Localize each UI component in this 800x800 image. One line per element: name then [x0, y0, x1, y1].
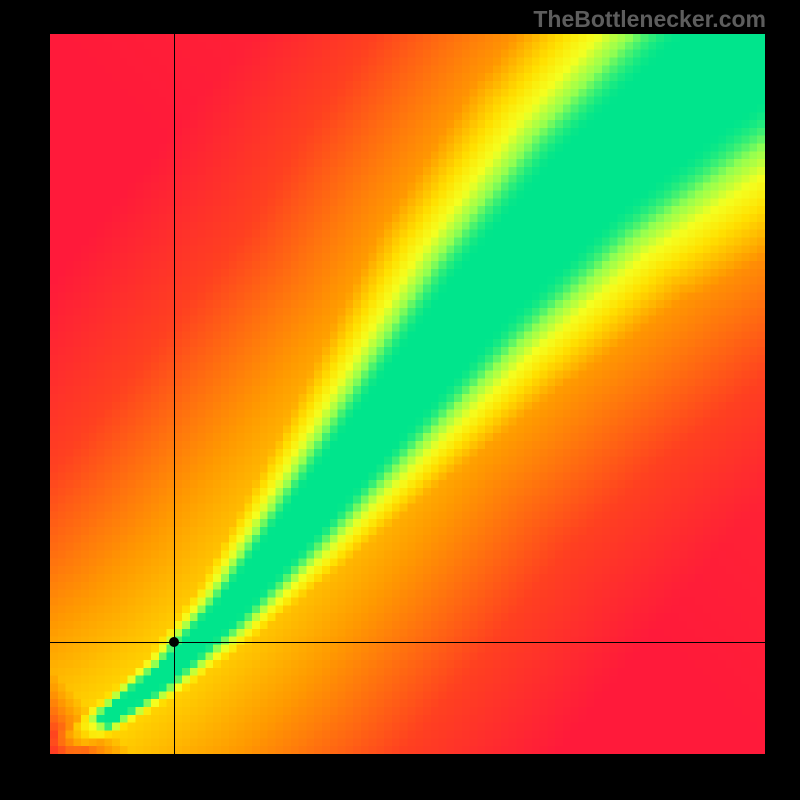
watermark-text: TheBottlenecker.com [533, 6, 766, 33]
chart-container: TheBottlenecker.com [0, 0, 800, 800]
crosshair-horizontal [50, 642, 765, 643]
bottleneck-heatmap [50, 34, 765, 754]
crosshair-marker [169, 637, 179, 647]
